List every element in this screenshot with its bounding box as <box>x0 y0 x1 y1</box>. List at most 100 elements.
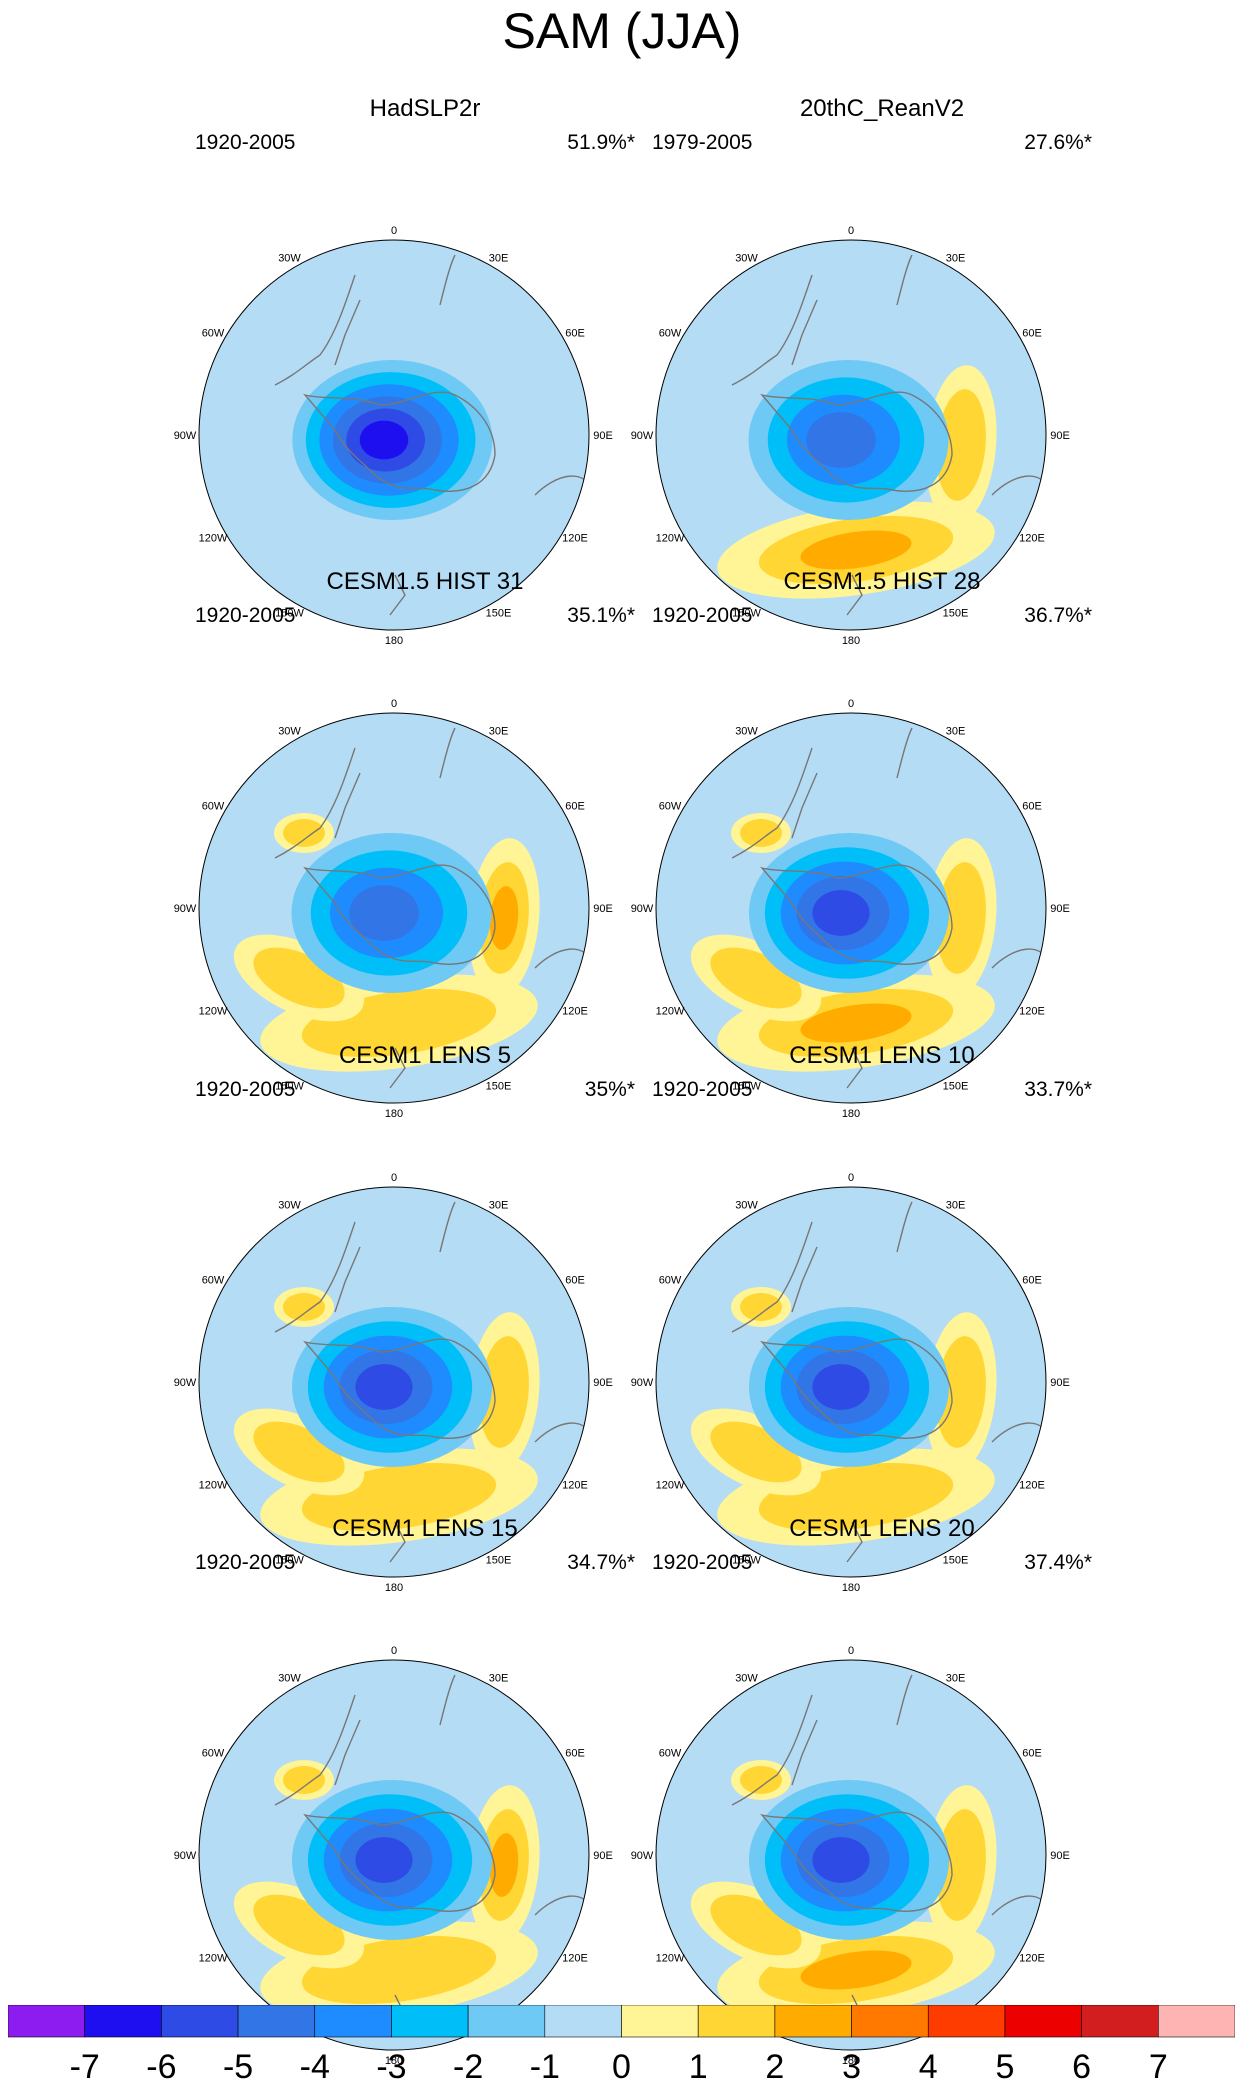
colorbar-swatch <box>391 2005 469 2038</box>
longitude-label: 90W <box>631 1377 654 1389</box>
longitude-label: 30E <box>489 725 509 737</box>
colorbar-swatch <box>1004 2005 1082 2038</box>
coastline <box>334 1719 361 1786</box>
longitude-label: 60W <box>202 1275 225 1287</box>
coastline <box>274 747 356 859</box>
longitude-label: 30E <box>489 1672 509 1684</box>
longitude-label: 0 <box>391 1172 397 1184</box>
longitude-label: 90E <box>1050 430 1070 442</box>
map-panel: CESM1.5 HIST 28 1920-2005 36.7%* 0 30E 60E 90E… <box>631 568 1112 1120</box>
map-panel: CESM1 LENS 15 1920-2005 34.7%* 0 30E 60E 90E 12… <box>174 1515 655 2067</box>
panel-variance: 35%* <box>584 1078 635 1101</box>
panel-variance: 51.9%* <box>567 131 635 154</box>
map-border <box>655 712 1047 1104</box>
positive-lobe-60w <box>740 819 782 847</box>
map-border <box>655 1659 1047 2051</box>
coastline <box>896 1201 913 1253</box>
positive-lobe-60w <box>740 1293 782 1321</box>
longitude-label: 120W <box>656 1006 685 1018</box>
coastline <box>791 1719 818 1786</box>
longitude-label: 120E <box>562 1953 588 1965</box>
longitude-label: 30E <box>489 252 509 264</box>
negative-contour <box>359 420 409 460</box>
coastline <box>791 1246 818 1313</box>
coastline <box>303 391 496 492</box>
coastline <box>731 747 813 859</box>
panel-title: CESM1 LENS 5 <box>338 1042 512 1069</box>
longitude-label: 90E <box>593 1377 613 1389</box>
colorbar-label: -4 <box>300 2048 330 2082</box>
longitude-label: 30W <box>278 1199 301 1211</box>
longitude-label: 60E <box>565 328 585 340</box>
longitude-label: 60E <box>565 1275 585 1287</box>
colorbar-label: 2 <box>765 2048 784 2082</box>
longitude-label: 180 <box>385 2055 403 2067</box>
panel-title: CESM1 LENS 20 <box>789 1515 975 1542</box>
coastline <box>439 727 456 779</box>
coastline <box>791 772 818 839</box>
longitude-label: 60E <box>565 801 585 813</box>
panel-period: 1920-2005 <box>652 1078 753 1101</box>
longitude-label: 60W <box>659 1748 682 1760</box>
panel-variance: 37.4%* <box>1024 1551 1092 1574</box>
map-border <box>198 1186 590 1578</box>
colorbar-swatch <box>1081 2005 1159 2038</box>
colorbar-label: -6 <box>146 2048 176 2082</box>
map-panel: CESM1 LENS 20 1920-2005 37.4%* 0 30E 60E 90E 12… <box>631 1515 1112 2067</box>
longitude-label: 150E <box>486 1555 512 1567</box>
panel-period: 1920-2005 <box>195 1551 296 1574</box>
map-border <box>655 239 1047 631</box>
panel-period: 1920-2005 <box>652 1551 753 1574</box>
panel-variance: 34.7%* <box>567 1551 635 1574</box>
longitude-label: 120W <box>199 533 228 545</box>
coastline <box>846 574 863 616</box>
longitude-label: 180 <box>842 1108 860 1120</box>
colorbar-label: -3 <box>376 2048 406 2082</box>
negative-contour <box>355 1364 413 1410</box>
coastline <box>896 1674 913 1726</box>
longitude-label: 120E <box>1019 533 1045 545</box>
positive-lobe-60w <box>283 1766 325 1794</box>
longitude-label: 90W <box>174 1377 197 1389</box>
longitude-label: 0 <box>848 1645 854 1657</box>
colorbar: -7 -6 -5 -4 -3 -2 -1 0 1 2 3 4 5 6 7 <box>8 2005 1235 2082</box>
longitude-label: 0 <box>848 1172 854 1184</box>
coastline <box>846 1521 863 1563</box>
colorbar-swatch <box>84 2005 162 2038</box>
panel-title: CESM1.5 HIST 31 <box>326 568 524 595</box>
longitude-label: 90E <box>1050 1377 1070 1389</box>
longitude-label: 90W <box>631 430 654 442</box>
longitude-label: 120W <box>656 1480 685 1492</box>
longitude-label: 60W <box>202 1748 225 1760</box>
longitude-label: 90W <box>631 903 654 915</box>
longitude-label: 180 <box>385 1108 403 1120</box>
longitude-label: 60W <box>202 801 225 813</box>
longitude-label: 120W <box>199 1480 228 1492</box>
panel-title: CESM1 LENS 15 <box>332 1515 518 1542</box>
map-border <box>198 712 590 1104</box>
longitude-label: 150W <box>732 1081 761 1093</box>
longitude-label: 30E <box>946 1199 966 1211</box>
longitude-label: 120W <box>656 533 685 545</box>
negative-contour <box>355 1837 413 1883</box>
longitude-label: 120W <box>199 1953 228 1965</box>
panel-variance: 33.7%* <box>1024 1078 1092 1101</box>
longitude-label: 90E <box>593 903 613 915</box>
longitude-label: 180 <box>385 1582 403 1594</box>
longitude-label: 60E <box>1022 801 1042 813</box>
positive-lobe-180 <box>800 1003 912 1043</box>
coastline <box>731 274 813 386</box>
longitude-label: 30W <box>735 1199 758 1211</box>
longitude-label: 60W <box>659 328 682 340</box>
colorbar-label: -5 <box>223 2048 253 2082</box>
longitude-label: 60E <box>1022 328 1042 340</box>
longitude-label: 90E <box>593 1850 613 1862</box>
coastline <box>760 1338 953 1439</box>
longitude-label: 0 <box>391 698 397 710</box>
colorbar-swatch <box>237 2005 316 2038</box>
colorbar-swatch <box>1158 2005 1235 2038</box>
